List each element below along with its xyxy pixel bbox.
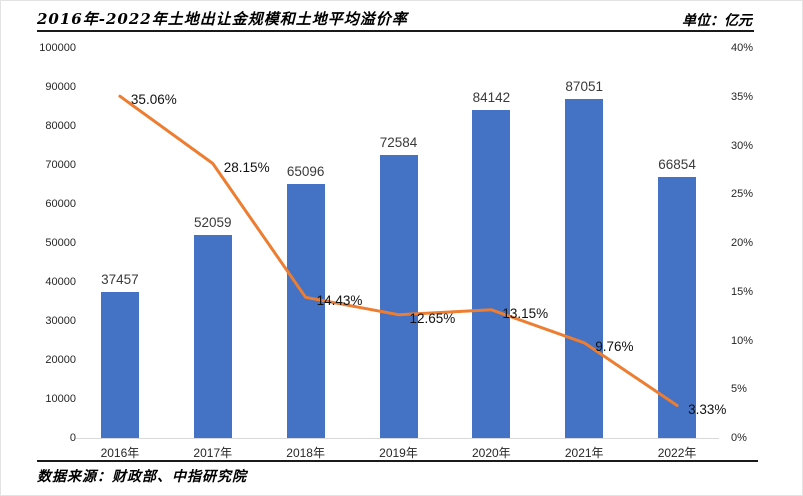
left-axis-tick: 60000: [45, 198, 76, 210]
bar-value-label: 87051: [565, 78, 603, 94]
line-value-label: 3.33%: [688, 401, 727, 417]
line-value-label: 9.76%: [595, 338, 634, 354]
left-axis-tick: 30000: [45, 315, 76, 327]
bar-2017年: [193, 234, 232, 438]
right-axis-tick: 0%: [731, 432, 747, 444]
x-axis-label: 2016年: [100, 446, 140, 460]
x-axis-label: 2020年: [471, 446, 511, 460]
footer-rule: [37, 460, 758, 462]
bar-2016年: [100, 291, 139, 438]
bar-value-label: 37457: [101, 271, 139, 287]
line-value-label: 13.15%: [502, 305, 549, 321]
title-underline: [37, 30, 754, 32]
left-axis-tick: 90000: [45, 81, 76, 93]
bar-value-label: 66854: [658, 157, 696, 173]
left-axis-tick: 70000: [45, 159, 76, 171]
x-axis-label: 2018年: [286, 446, 325, 460]
chart-title: 2016年-2022年土地出让金规模和土地平均溢价率: [37, 10, 408, 28]
x-axis-label: 2019年: [379, 446, 418, 460]
x-axis-label: 2021年: [564, 446, 604, 460]
line-value-label: 35.06%: [130, 92, 177, 108]
bar-value-label: 65096: [286, 164, 325, 180]
left-axis-tick: 20000: [45, 354, 76, 366]
line-value-label: 14.43%: [316, 293, 363, 309]
line-value-label: 12.65%: [409, 310, 456, 326]
left-axis-tick: 50000: [45, 237, 76, 249]
left-axis-tick: 10000: [45, 393, 76, 405]
left-axis-tick: 0: [69, 432, 76, 444]
bar-value-label: 84142: [472, 89, 511, 105]
x-axis-line: [76, 438, 719, 439]
left-axis-tick: 40000: [45, 276, 76, 288]
bar-value-label: 52059: [194, 214, 232, 230]
right-axis-tick: 10%: [731, 334, 754, 347]
bar-value-label: 72584: [379, 134, 418, 150]
bar-2018年: [286, 184, 325, 438]
unit-label: 单位：亿元: [682, 13, 752, 29]
data-source: 数据来源：财政部、中指研究院: [37, 469, 247, 485]
left-axis-tick: 100000: [39, 42, 76, 54]
bar-2020年: [472, 109, 511, 438]
right-axis-tick: 25%: [731, 188, 754, 201]
right-axis-tick: 5%: [731, 383, 747, 396]
bar-2019年: [379, 154, 418, 438]
x-axis-label: 2017年: [193, 446, 233, 460]
right-axis-tick: 30%: [731, 139, 754, 152]
right-axis-tick: 20%: [731, 237, 754, 249]
right-axis-tick: 40%: [731, 42, 754, 54]
left-axis-tick: 80000: [45, 120, 76, 132]
bar-2021年: [565, 98, 604, 438]
bar-2022年: [658, 177, 697, 438]
x-axis-label: 2022年: [657, 446, 697, 460]
line-value-label: 28.15%: [223, 159, 270, 175]
right-axis-tick: 35%: [731, 90, 754, 103]
right-axis-tick: 15%: [731, 285, 754, 298]
